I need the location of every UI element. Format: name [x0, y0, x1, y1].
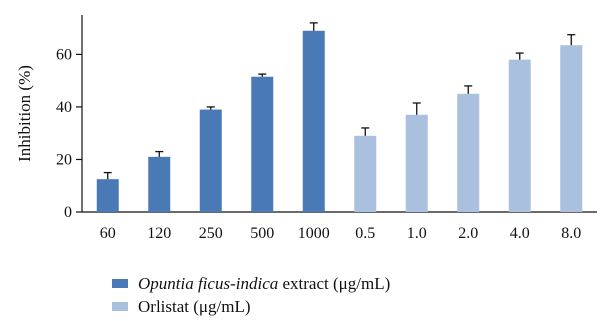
bar: [148, 156, 171, 212]
y-tick-label: 60: [56, 46, 72, 63]
plot-area: 0 20 40 60 60 120 250 500 1000 0.5 1.0 2.0 4.0 8.0: [56, 15, 597, 242]
x-tick-label: 2.0: [458, 225, 478, 242]
legend: Opuntia ficus-indica extract (μg/mL) Orl…: [112, 272, 390, 318]
bar: [405, 114, 428, 212]
bar: [302, 30, 325, 213]
x-tick-label: 0.5: [355, 225, 375, 242]
y-axis-label: Inhibition (%): [15, 65, 34, 162]
bar: [199, 109, 222, 212]
x-tick-label: 120: [147, 225, 171, 242]
bar: [96, 179, 119, 212]
legend-label-orlistat: Orlistat (μg/mL): [138, 297, 251, 316]
legend-item-orlistat: Orlistat (μg/mL): [112, 295, 390, 318]
legend-item-opuntia: Opuntia ficus-indica extract (μg/mL): [112, 272, 390, 295]
y-tick-label: 40: [56, 99, 72, 116]
legend-swatch-opuntia: [112, 279, 128, 288]
x-tick-label: 60: [100, 225, 116, 242]
x-tick-label: 8.0: [561, 225, 581, 242]
x-tick-label: 1000: [298, 225, 330, 242]
x-tick-label: 250: [199, 225, 223, 242]
bar: [251, 76, 274, 212]
bar: [457, 93, 480, 212]
bar: [560, 45, 583, 212]
x-tick-label: 500: [250, 225, 274, 242]
bar-chart: 0 20 40 60 60 120 250 500 1000 0.5 1.0 2.0 4.0 8.0 In…: [15, 15, 597, 242]
y-tick-label: 20: [56, 151, 72, 168]
bar: [508, 59, 531, 212]
x-tick-label: 4.0: [510, 225, 530, 242]
legend-swatch-orlistat: [112, 302, 128, 311]
x-tick-label: 1.0: [407, 225, 427, 242]
bar: [354, 135, 377, 212]
legend-label-opuntia: Opuntia ficus-indica extract (μg/mL): [138, 274, 391, 293]
y-tick-label: 0: [64, 204, 72, 221]
